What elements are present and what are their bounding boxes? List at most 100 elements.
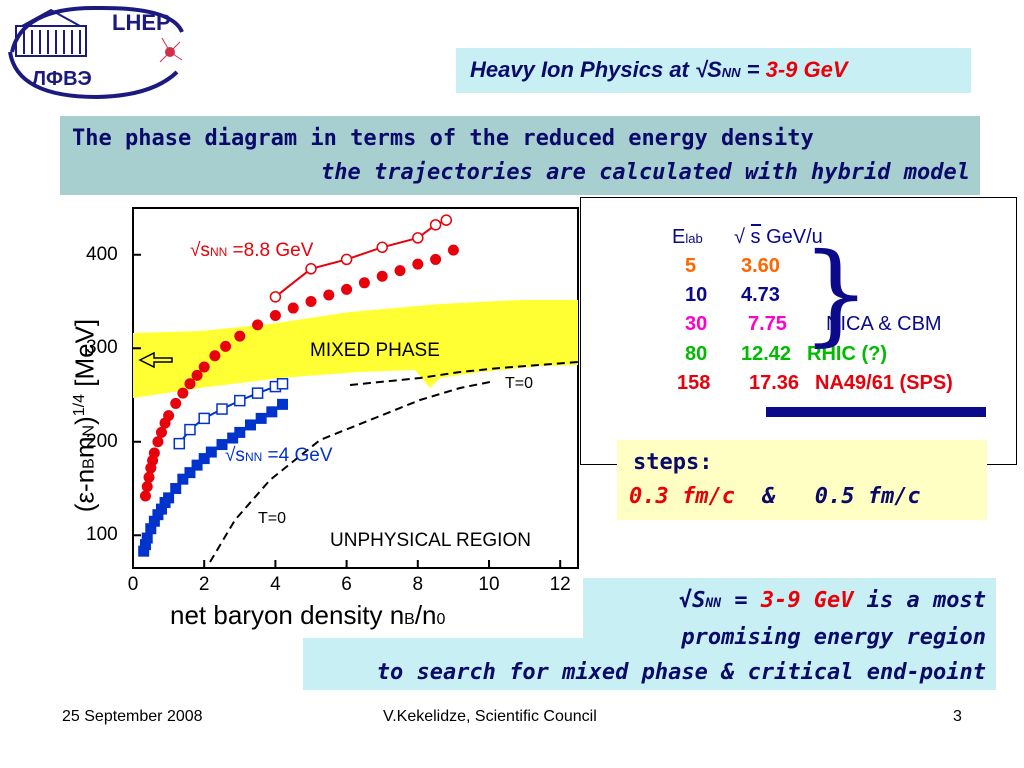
y-tick-label: 400 [86, 243, 118, 265]
table-header-elab: Elab [672, 226, 703, 248]
table-row-elab: 30 [685, 313, 708, 335]
data-point [305, 263, 317, 275]
mixed-phase-band [133, 300, 578, 398]
data-point [177, 387, 189, 399]
data-point [276, 378, 289, 390]
data-point [244, 419, 256, 431]
t0-label-upper: T=0 [505, 375, 534, 392]
phase-diagram-plot: (ε-nBmN)1/4 [MeV] net baryon density nB/… [20, 200, 585, 640]
footer-author: V.Kekelidze, Scientific Council [383, 708, 597, 725]
x-tick-label: 8 [412, 574, 424, 595]
data-point [277, 398, 289, 410]
data-point [358, 277, 370, 289]
data-point [305, 296, 317, 308]
data-point [340, 253, 353, 266]
data-point [163, 410, 175, 422]
x-tick-label: 4 [270, 574, 281, 595]
curve-low-label: √sNN =4 GeV [225, 445, 333, 466]
data-point [198, 453, 210, 465]
data-point [141, 481, 153, 493]
data-point [234, 426, 246, 438]
right-brace: } [801, 229, 871, 357]
table-row-sqrts: 3.60 [741, 255, 780, 277]
data-point [266, 406, 278, 418]
x-tick-label: 6 [341, 574, 352, 595]
energy-table: Elab √ s GeV/u 5 3.60 10 4.73 30 7.75 NICA & C… [580, 197, 1017, 465]
unphysical-region-label: UNPHYSICAL REGION [330, 530, 531, 551]
x-axis-label: net baryon density nB/n0 [170, 600, 446, 630]
data-point [255, 412, 267, 424]
data-point [430, 253, 442, 265]
subtitle-line-2: the trajectories are calculated with hyb… [320, 160, 970, 185]
data-point [251, 387, 264, 399]
conclusion-box: √SNN = 3-9 GeV is a most promising energ… [303, 578, 996, 690]
data-point [429, 219, 442, 231]
data-point [376, 241, 388, 254]
x-tick-label: 0 [127, 574, 139, 595]
table-row-note: NA49/61 (SPS) [815, 372, 953, 394]
table-row-elab: 80 [685, 343, 708, 365]
data-point [252, 319, 264, 331]
lhep-logo: LHEP ЛФВЭ [2, 2, 187, 102]
data-point [155, 426, 167, 438]
data-point [173, 437, 186, 450]
footer-date: 25 September 2008 [62, 708, 203, 725]
t0-label-lower: T=0 [258, 510, 287, 527]
data-point [184, 467, 196, 479]
slide-title-box: Heavy Ion Physics at √SNN = 3-9 GeV [456, 48, 971, 93]
mixed-phase-label: MIXED PHASE [310, 340, 440, 361]
data-point [184, 423, 196, 436]
table-row-elab: 158 [677, 372, 711, 394]
data-point [216, 439, 228, 451]
data-point [220, 340, 232, 352]
data-point [234, 394, 246, 407]
conclusion-line-3: to search for mixed phase & critical end… [376, 660, 986, 685]
data-point [394, 265, 406, 277]
logo-top-text: LHEP [112, 10, 171, 35]
data-point [205, 446, 217, 458]
data-point [198, 361, 210, 373]
data-point [170, 483, 182, 495]
data-point [216, 403, 228, 415]
data-point [234, 330, 246, 342]
data-point [141, 532, 153, 544]
data-point [198, 412, 210, 425]
table-row-sqrts: 17.36 [749, 372, 800, 394]
y-tick-label: 100 [86, 524, 118, 546]
subtitle-line-1: The phase diagram in terms of the reduce… [72, 126, 814, 151]
data-point [143, 471, 155, 483]
data-point [227, 432, 239, 444]
table-row-sqrts: 4.73 [741, 284, 780, 306]
data-point [412, 258, 424, 270]
data-point [376, 270, 388, 282]
table-row-elab: 10 [685, 284, 708, 306]
data-point [209, 350, 221, 362]
table-row-note: RHIC (?) [807, 343, 887, 365]
t0-line-upper [349, 361, 579, 386]
steps-label: steps: [633, 450, 713, 475]
data-point [269, 310, 281, 322]
y-tick-label: 200 [86, 430, 118, 452]
data-point [412, 232, 424, 244]
table-row-sqrts: 7.75 [748, 313, 787, 335]
x-tick-label: 2 [198, 574, 210, 595]
logo-bottom-text: ЛФВЭ [32, 68, 92, 90]
data-point [177, 473, 189, 485]
data-point [447, 244, 459, 256]
left-arrow [138, 351, 173, 369]
table-header-sqrts: √ s GeV/u [734, 224, 823, 248]
x-tick-label: 12 [549, 574, 571, 595]
table-bottom-bar [766, 407, 986, 417]
x-tick-label: 10 [478, 574, 500, 595]
data-point [191, 459, 203, 471]
table-row-note: NICA & CBM [826, 313, 942, 335]
data-point [170, 397, 182, 409]
curve-high-label: √sNN =8.8 GeV [190, 240, 314, 261]
table-row-sqrts: 12.42 [741, 343, 792, 365]
slide-title: Heavy Ion Physics at √SNN = 3-9 GeV [470, 57, 848, 82]
conclusion-line-1: √SNN = 3-9 GeV is a most [678, 588, 986, 613]
data-point [148, 447, 160, 459]
subtitle-box: The phase diagram in terms of the reduce… [60, 116, 980, 195]
steps-box: steps: 0.3 fm/c & 0.5 fm/c [617, 440, 987, 520]
data-point [152, 436, 164, 448]
